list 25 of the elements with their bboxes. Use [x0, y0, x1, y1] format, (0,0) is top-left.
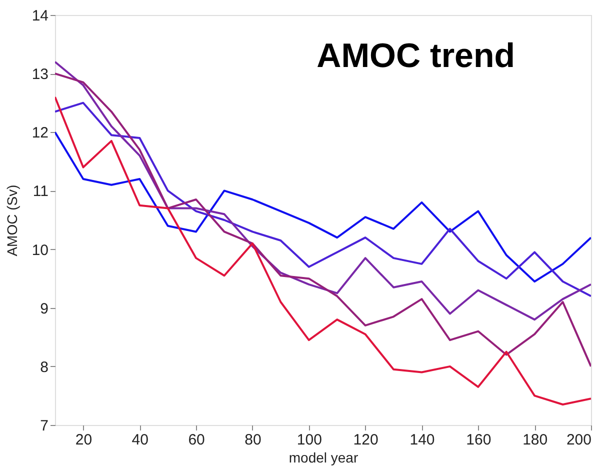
- x-tick-label: 40: [132, 432, 148, 448]
- y-tick-label: 10: [32, 242, 48, 259]
- y-tick-label: 7: [40, 418, 48, 434]
- y-tick-label: 8: [40, 358, 48, 376]
- line-series: [55, 72, 591, 368]
- x-tick-label: 20: [75, 432, 92, 448]
- line-series: [55, 96, 591, 406]
- x-axis-title: model year: [288, 450, 358, 466]
- y-tick-label: 12: [32, 124, 48, 142]
- y-tick-label: 11: [32, 183, 48, 200]
- x-tick-label: 80: [244, 432, 262, 448]
- line-series: [55, 102, 591, 298]
- line-series: [55, 131, 591, 282]
- x-tick-label: 200: [566, 432, 592, 448]
- x-tick-label: 180: [522, 432, 548, 448]
- x-tick-label: 140: [410, 432, 435, 448]
- x-tick-label: 120: [353, 432, 378, 448]
- y-tick-label: 13: [32, 66, 48, 84]
- y-axis-title: AMOC (Sv): [4, 184, 20, 256]
- x-tick-label: 60: [188, 432, 205, 448]
- annotation: AMOC trend: [316, 37, 515, 75]
- y-tick-label: 14: [32, 8, 48, 24]
- y-tick-label: 9: [40, 300, 48, 318]
- x-tick-label: 160: [466, 432, 492, 448]
- x-tick-label: 100: [296, 432, 322, 448]
